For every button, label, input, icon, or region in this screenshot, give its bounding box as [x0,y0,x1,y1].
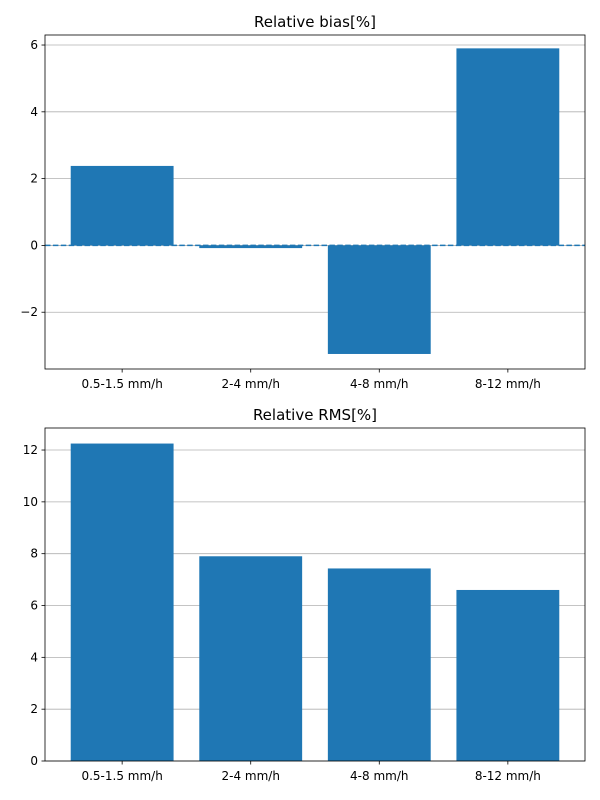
bar [456,590,559,761]
y-tick-label: 4 [30,650,38,664]
x-tick-label: 8-12 mm/h [475,377,541,391]
bar [328,245,431,354]
y-tick-label: 6 [30,599,38,613]
y-tick-label: −2 [20,305,38,319]
bar [199,556,302,761]
y-tick-label: 8 [30,547,38,561]
chart-2: 0 2 4 6 8 10 12 0.5-1.5 mm/h 2-4 mm/h 4-8 mm/h 8-1… [23,406,585,783]
x-tick-label: 8-12 mm/h [475,769,541,783]
x-tick-label: 4-8 mm/h [350,377,408,391]
y-tick-label: 2 [30,702,38,716]
bar [328,568,431,761]
y-tick-label: 6 [30,38,38,52]
x-tick-label: 2-4 mm/h [221,377,279,391]
chart-title: Relative RMS[%] [253,406,377,424]
bar [71,166,174,245]
bar [456,48,559,245]
y-tick-label: 4 [30,105,38,119]
x-tick-label: 0.5-1.5 mm/h [81,769,162,783]
x-tick-label: 4-8 mm/h [350,769,408,783]
y-tick-label: 10 [23,495,38,509]
chart-title: Relative bias[%] [254,13,376,31]
y-tick-label: 0 [30,754,38,768]
y-tick-label: 2 [30,172,38,186]
y-tick-label: 0 [30,238,38,252]
y-tick-label: 12 [23,443,38,457]
x-tick-label: 2-4 mm/h [221,769,279,783]
chart-1: −2 0 2 4 6 0.5-1.5 mm/h 2-4 mm/h 4-8 mm/h 8-12 m… [20,13,585,391]
bar [71,444,174,761]
x-tick-label: 0.5-1.5 mm/h [81,377,162,391]
